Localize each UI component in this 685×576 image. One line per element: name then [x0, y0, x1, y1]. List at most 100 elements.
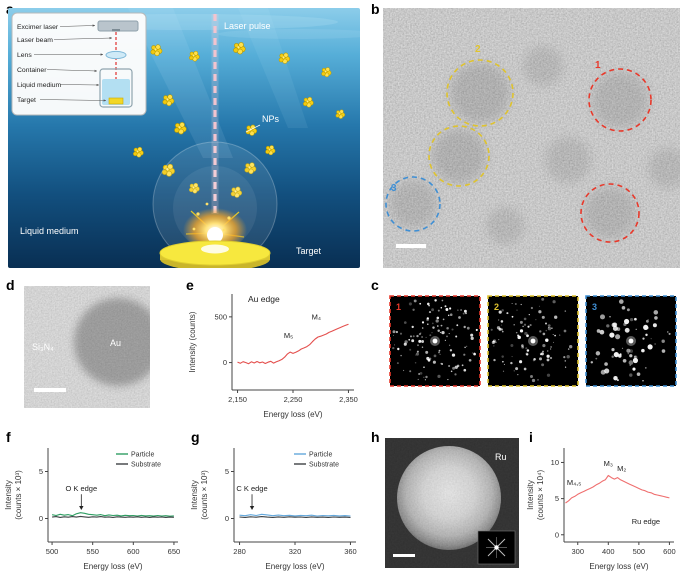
target-label: Target [296, 246, 322, 256]
lens-icon [105, 50, 127, 60]
target-disk [159, 240, 271, 271]
svg-text:Energy loss (eV): Energy loss (eV) [265, 562, 324, 571]
svg-text:5: 5 [555, 494, 559, 503]
inset-container-label: Container [17, 67, 47, 74]
inset-excimer-laser-label: Excimer laser [17, 24, 59, 31]
fft-inset [477, 530, 516, 565]
ablation-scene: Laser pulse NPs Liquid medium Target Exc… [8, 8, 378, 271]
panel-d-tem-image: Si₃N₄ Au [24, 286, 162, 413]
svg-text:500: 500 [46, 547, 59, 556]
svg-text:650: 650 [168, 547, 181, 556]
svg-text:0: 0 [39, 514, 43, 523]
fft-label-1: 1 [396, 302, 401, 312]
region-circle-1a [588, 68, 652, 132]
substrate-label: Si₃N₄ [32, 342, 54, 352]
scale-bar [34, 388, 66, 392]
nps-label: NPs [262, 114, 280, 124]
panel-c-fft-1: 1 [389, 295, 481, 392]
region-circle-3 [385, 176, 441, 232]
scale-bar [393, 554, 415, 557]
particle-blotches [389, 46, 685, 245]
svg-text:2,250: 2,250 [284, 395, 303, 404]
svg-text:5: 5 [225, 467, 229, 476]
panel-b-hrtem-image: 1 2 3 [383, 8, 685, 273]
svg-text:Substrate: Substrate [131, 462, 161, 469]
svg-text:300: 300 [571, 547, 584, 556]
svg-text:0: 0 [225, 514, 229, 523]
panel-label-h: h [371, 429, 380, 445]
eels-spectrum-ru-edge: 300 400 500 600 0 5 10 Energy loss (eV) Intensit… [524, 438, 683, 572]
svg-text:Particle: Particle [131, 452, 154, 459]
svg-text:Au edge: Au edge [248, 294, 280, 304]
svg-text:5: 5 [39, 467, 43, 476]
svg-text:M₄,₅: M₄,₅ [567, 478, 581, 487]
fft-border-2 [487, 295, 579, 387]
panel-label-i: i [529, 429, 533, 445]
svg-text:Intensity: Intensity [190, 480, 199, 510]
fft-border-1 [389, 295, 481, 387]
svg-text:Energy loss (eV): Energy loss (eV) [263, 410, 322, 419]
panel-c-fft-2: 2 [487, 295, 579, 392]
svg-text:500: 500 [214, 312, 227, 321]
scale-bar [396, 244, 426, 248]
svg-text:Energy loss (eV): Energy loss (eV) [589, 562, 648, 571]
svg-text:Intensity: Intensity [4, 480, 13, 510]
laser-aperture-icon [112, 29, 120, 32]
svg-text:O K edge: O K edge [65, 484, 97, 493]
fft-label-3: 3 [592, 302, 597, 312]
region-label-3: 3 [391, 183, 397, 194]
svg-text:320: 320 [289, 547, 302, 556]
inset-laser-beam-label: Laser beam [17, 37, 53, 44]
tem-noise-texture [383, 8, 680, 268]
fft-speckles-3 [590, 299, 671, 382]
region-label-2: 2 [475, 44, 481, 55]
fft-speckles-1 [392, 299, 478, 381]
svg-text:2,350: 2,350 [339, 395, 358, 404]
svg-text:(counts × 10⁴): (counts × 10⁴) [536, 469, 545, 520]
panel-label-e: e [186, 277, 194, 293]
panel-label-f: f [6, 429, 11, 445]
laser-pulse-label: Laser pulse [224, 21, 271, 31]
svg-text:Particle: Particle [309, 452, 332, 459]
svg-text:M₅: M₅ [284, 331, 293, 340]
fft-speckles-2 [490, 297, 573, 383]
region-circle-2b [428, 125, 490, 187]
eels-spectrum-c-k-edge: 280 320 360 0 5 Energy loss (eV) Intensity (cou… [188, 438, 362, 572]
eels-spectrum-au-edge: 2,150 2,250 2,350 0 500 Energy loss (eV) Inten… [186, 284, 362, 420]
svg-text:(counts × 10³): (counts × 10³) [200, 470, 209, 520]
svg-text:Ru edge: Ru edge [632, 517, 660, 526]
svg-text:0: 0 [223, 358, 227, 367]
liquid-medium-label: Liquid medium [20, 226, 79, 236]
inset-liquid-medium-label: Liquid medium [17, 82, 62, 89]
svg-text:Intensity: Intensity [526, 480, 535, 510]
region-circles [385, 59, 652, 243]
svg-text:M₃: M₃ [604, 459, 613, 468]
svg-text:Energy loss (eV): Energy loss (eV) [83, 562, 142, 571]
svg-text:Substrate: Substrate [309, 462, 339, 469]
svg-text:360: 360 [344, 547, 357, 556]
inset-lens-label: Lens [17, 52, 32, 59]
region-label-1: 1 [595, 60, 601, 71]
hrtem-micrograph: 1 2 3 [383, 8, 685, 268]
panel-label-g: g [191, 429, 200, 445]
svg-text:10: 10 [551, 458, 559, 467]
region-circle-1b [580, 183, 640, 243]
fft-label-2: 2 [494, 302, 499, 312]
setup-inset: Excimer laser Laser beam Lens Container … [11, 12, 147, 116]
svg-text:Intensity (counts): Intensity (counts) [188, 311, 197, 372]
svg-text:600: 600 [127, 547, 140, 556]
svg-text:600: 600 [663, 547, 676, 556]
ru-label: Ru [495, 452, 507, 462]
fft-border-3 [585, 295, 677, 387]
panel-h-stem-image: Ru [385, 438, 519, 573]
svg-text:400: 400 [602, 547, 615, 556]
panel-label-b: b [371, 1, 380, 17]
eels-spectrum-o-k-edge: 500 550 600 650 0 5 Energy loss (eV) Intensity(… [2, 438, 184, 572]
panel-label-c: c [371, 277, 379, 293]
au-label: Au [110, 338, 121, 348]
container-icon [99, 68, 133, 108]
au-particle-region [74, 298, 162, 386]
svg-text:280: 280 [233, 547, 246, 556]
nps-pointer-line [245, 124, 261, 133]
